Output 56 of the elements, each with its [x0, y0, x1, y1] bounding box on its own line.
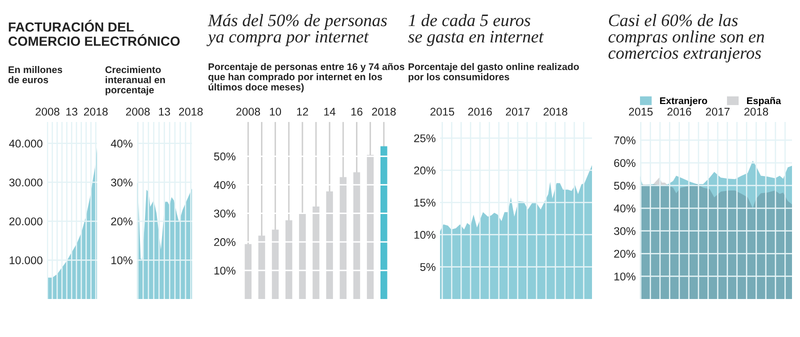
y-tick-label: 20%	[214, 238, 236, 246]
x-tick-label: 16	[351, 108, 362, 116]
x-tick-label: 2018	[544, 108, 568, 116]
y-tick-label: 10%	[614, 272, 636, 280]
chart-subtitle: Crecimiento interanual en porcentaje	[105, 66, 165, 96]
x-tick-label: 2016	[468, 108, 492, 116]
chart-title: Más del 50% de personas ya compra por internet	[206, 14, 387, 46]
x-tick-label: 2018	[179, 108, 203, 116]
x-tick-label: 2008	[236, 108, 260, 116]
x-tick-label: 2016	[667, 108, 692, 116]
y-tick-label: 50%	[614, 182, 636, 190]
x-tick-label: 2018	[372, 108, 396, 116]
y-tick-label: 40.000	[9, 140, 42, 148]
y-tick-label: 20%	[111, 217, 132, 226]
chart-title: Casi el 60% de las compras online son en comercios extranjeros	[608, 14, 764, 62]
x-tick-label: 2017	[706, 108, 730, 116]
y-tick-label: 60%	[614, 159, 636, 167]
x-tick-label: 2018	[744, 108, 768, 116]
x-tick-label: 13	[66, 108, 78, 116]
chart-title: FACTURACIÓN DEL COMERCIO ELECTRÓNICO	[8, 20, 180, 46]
y-tick-label: 40%	[110, 140, 132, 148]
y-tick-label: 10%	[414, 230, 436, 239]
chart-subtitle: En millones de euros	[8, 66, 62, 84]
y-tick-label: 40%	[614, 204, 636, 212]
y-tick-label: 50%	[214, 152, 236, 160]
x-tick-label: 2008	[36, 108, 60, 116]
y-tick-label: 10.000	[10, 256, 42, 264]
legend-label: Extranjero	[660, 97, 708, 106]
y-tick-label: 70%	[614, 136, 636, 144]
legend-label: España	[747, 97, 782, 106]
y-tick-label: 30.000	[9, 178, 42, 186]
x-tick-label: 2017	[506, 108, 530, 116]
y-tick-label: 30%	[111, 178, 132, 186]
y-tick-label: 15%	[414, 198, 436, 207]
x-tick-label: 10	[270, 108, 282, 116]
y-tick-label: 10%	[111, 256, 132, 264]
bar	[380, 146, 388, 299]
y-tick-label: 20%	[414, 166, 436, 174]
x-tick-label: 2015	[628, 108, 653, 116]
y-tick-label: 30%	[614, 227, 636, 236]
y-tick-label: 10%	[214, 266, 236, 275]
chart-subtitle: Porcentaje de personas entre 16 y 74 años que han comprado por internet en los últimos doce meses)	[208, 63, 404, 92]
y-tick-label: 5%	[420, 263, 436, 271]
x-tick-label: 13	[159, 108, 170, 116]
chart-title: 1 de cada 5 euros se gasta en internet	[408, 14, 544, 46]
y-tick-label: 30%	[214, 210, 236, 218]
y-tick-label: 40%	[214, 181, 236, 189]
y-tick-label: 25%	[414, 134, 436, 142]
x-tick-label: 14	[324, 108, 336, 116]
x-tick-label: 2018	[84, 108, 108, 116]
y-tick-label: 20.000	[9, 217, 42, 226]
x-tick-label: 2008	[126, 108, 150, 116]
x-tick-label: 12	[297, 108, 308, 116]
y-tick-label: 20%	[614, 250, 636, 258]
chart-subtitle: Porcentaje del gasto online realizado por los consumidores	[408, 63, 579, 82]
x-tick-label: 2015	[430, 108, 454, 116]
